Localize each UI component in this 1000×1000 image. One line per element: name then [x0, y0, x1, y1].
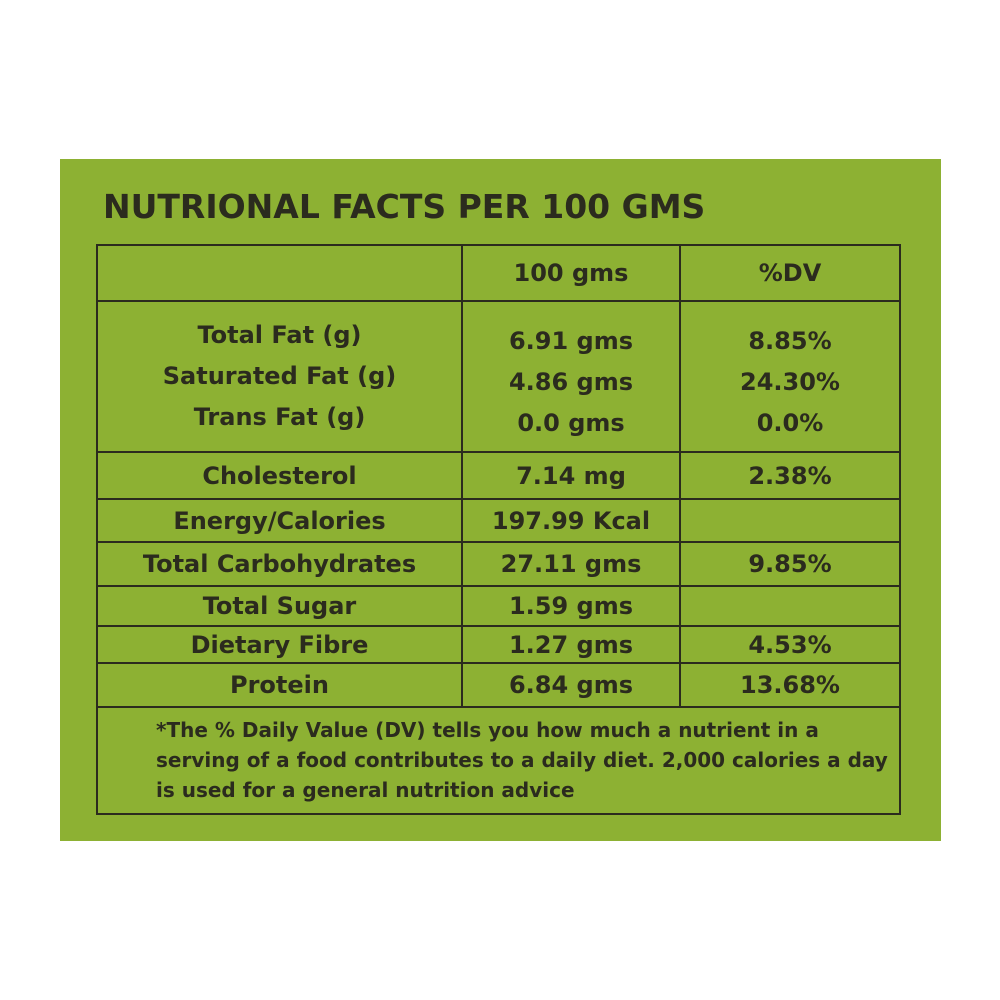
dv-footnote: *The % Daily Value (DV) tells you how mu… — [96, 706, 901, 815]
fat-labels-cell: Total Fat (g) Saturated Fat (g) Trans Fa… — [96, 300, 463, 453]
fat-amounts-cell: 6.91 gms 4.86 gms 0.0 gms — [461, 300, 681, 453]
table-row-energy: Energy/Calories 197.99 Kcal — [96, 498, 901, 543]
row-dv — [679, 585, 901, 627]
table-row-fibre: Dietary Fibre 1.27 gms 4.53% — [96, 625, 901, 664]
row-label: Total Sugar — [96, 585, 463, 627]
header-amount-cell: 100 gms — [461, 244, 681, 302]
total-fat-dv: 8.85% — [748, 327, 832, 355]
fat-group-row: Total Fat (g) Saturated Fat (g) Trans Fa… — [96, 300, 901, 453]
header-label-cell — [96, 244, 463, 302]
header-dv-cell: %DV — [679, 244, 901, 302]
table-row-protein: Protein 6.84 gms 13.68% — [96, 662, 901, 708]
row-amount: 1.27 gms — [461, 625, 681, 664]
row-dv: 4.53% — [679, 625, 901, 664]
row-label: Protein — [96, 662, 463, 708]
table-row-carbohydrates: Total Carbohydrates 27.11 gms 9.85% — [96, 541, 901, 587]
saturated-fat-dv: 24.30% — [740, 368, 840, 396]
row-dv — [679, 498, 901, 543]
header-row: 100 gms %DV — [96, 244, 901, 302]
row-label: Dietary Fibre — [96, 625, 463, 664]
row-dv: 13.68% — [679, 662, 901, 708]
row-dv: 9.85% — [679, 541, 901, 587]
trans-fat-amount: 0.0 gms — [517, 409, 625, 437]
row-amount: 197.99 Kcal — [461, 498, 681, 543]
row-label: Total Carbohydrates — [96, 541, 463, 587]
row-amount: 1.59 gms — [461, 585, 681, 627]
saturated-fat-amount: 4.86 gms — [508, 368, 634, 396]
total-fat-label: Total Fat (g) — [197, 321, 362, 349]
total-fat-amount: 6.91 gms — [508, 327, 634, 355]
nutrition-panel: NUTRIONAL FACTS PER 100 GMS 100 gms %DV … — [60, 159, 941, 841]
row-amount: 27.11 gms — [461, 541, 681, 587]
fat-dv-cell: 8.85% 24.30% 0.0% — [679, 300, 901, 453]
nutrition-title: NUTRIONAL FACTS PER 100 GMS — [103, 187, 706, 226]
saturated-fat-label: Saturated Fat (g) — [162, 362, 397, 390]
row-amount: 6.84 gms — [461, 662, 681, 708]
trans-fat-dv: 0.0% — [756, 409, 824, 437]
nutrition-table: 100 gms %DV Total Fat (g) Saturated Fat … — [96, 244, 901, 815]
table-row-sugar: Total Sugar 1.59 gms — [96, 585, 901, 627]
row-amount: 7.14 mg — [461, 451, 681, 500]
row-label: Energy/Calories — [96, 498, 463, 543]
trans-fat-label: Trans Fat (g) — [193, 403, 366, 431]
row-dv: 2.38% — [679, 451, 901, 500]
footnote-row: *The % Daily Value (DV) tells you how mu… — [96, 706, 901, 815]
table-row-cholesterol: Cholesterol 7.14 mg 2.38% — [96, 451, 901, 500]
row-label: Cholesterol — [96, 451, 463, 500]
